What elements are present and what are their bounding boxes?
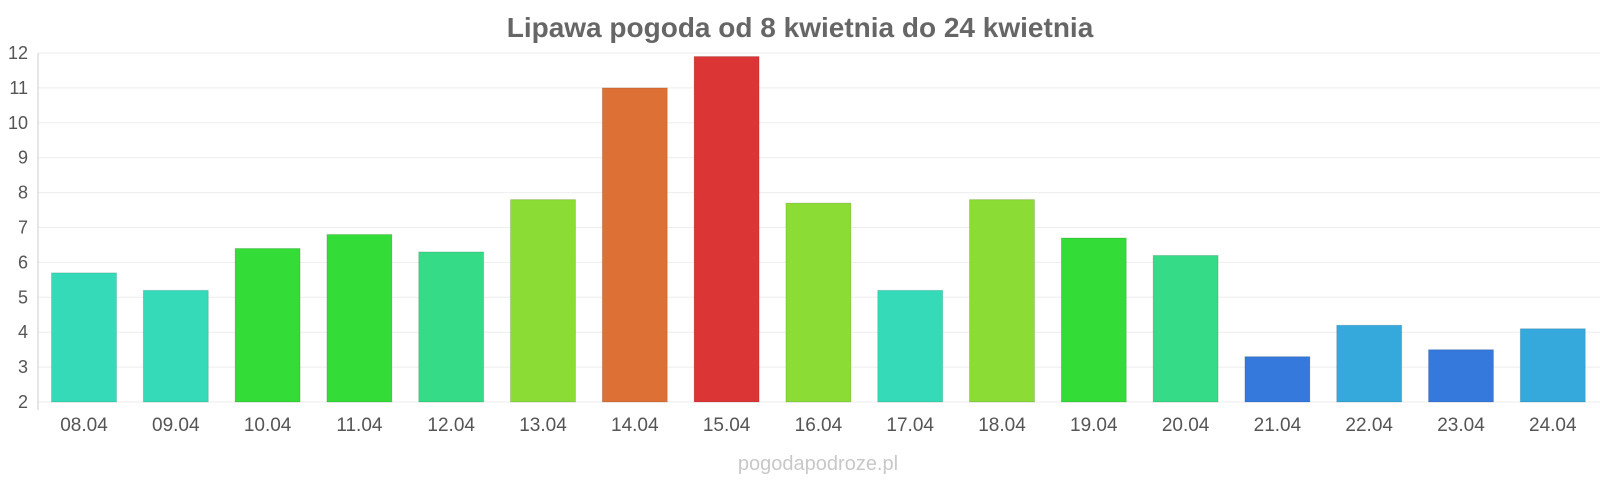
x-tick-label: 09.04 <box>152 415 200 436</box>
x-tick-label: 12.04 <box>427 415 475 436</box>
bar <box>1428 349 1494 403</box>
bar <box>877 289 944 403</box>
bar <box>969 199 1035 403</box>
y-tick-label: 10 <box>8 113 28 133</box>
chart-title: Lipawa pogoda od 8 kwietnia do 24 kwietn… <box>507 12 1094 43</box>
x-tick-label: 18.04 <box>978 415 1026 436</box>
x-tick-label: 22.04 <box>1345 415 1393 436</box>
y-tick-label: 6 <box>18 252 28 272</box>
y-tick-label: 8 <box>18 183 28 203</box>
bar <box>1336 324 1403 403</box>
y-tick-label: 3 <box>18 357 28 377</box>
bar <box>234 247 301 403</box>
watermark: pogodapodroze.pl <box>738 453 898 475</box>
x-tick-label: 23.04 <box>1437 415 1485 436</box>
y-tick-label: 7 <box>18 218 28 238</box>
x-tick-label: 15.04 <box>703 415 751 436</box>
x-axis-ticks: 08.04 09.04 10.04 11.04 12.04 13.04 14.04 15.04… <box>60 415 1577 436</box>
y-tick-label: 11 <box>9 78 28 98</box>
x-tick-label: 14.04 <box>611 415 659 436</box>
x-tick-label: 16.04 <box>795 415 843 436</box>
bar <box>418 251 485 403</box>
bar <box>693 55 760 403</box>
y-tick-label: 5 <box>18 287 28 307</box>
y-tick-label: 9 <box>18 148 28 168</box>
x-tick-label: 08.04 <box>60 415 108 436</box>
x-tick-label: 17.04 <box>886 415 934 436</box>
bar <box>326 233 393 403</box>
bar <box>785 202 852 403</box>
bar <box>1152 254 1219 403</box>
bar <box>510 199 576 403</box>
x-tick-label: 10.04 <box>244 415 292 436</box>
bar <box>1519 328 1586 403</box>
x-tick-label: 19.04 <box>1070 415 1118 436</box>
x-tick-label: 20.04 <box>1162 415 1210 436</box>
x-tick-label: 24.04 <box>1529 415 1577 436</box>
y-tick-label: 4 <box>18 322 28 342</box>
bar <box>142 289 209 403</box>
y-tick-label: 12 <box>8 43 28 63</box>
y-axis-ticks: 2 3 4 5 6 7 8 9 10 11 12 <box>8 43 28 412</box>
bar <box>1244 356 1311 403</box>
bar <box>51 272 117 403</box>
x-tick-label: 21.04 <box>1254 415 1302 436</box>
x-tick-label: 13.04 <box>519 415 567 436</box>
bar <box>1060 237 1127 403</box>
x-tick-label: 11.04 <box>336 415 383 436</box>
bar <box>601 87 668 403</box>
bars <box>51 55 1586 403</box>
y-tick-label: 2 <box>18 392 28 412</box>
